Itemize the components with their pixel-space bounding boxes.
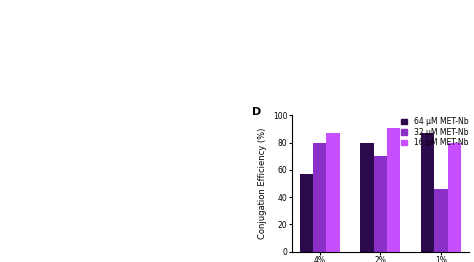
Legend: 64 μM MET-Nb, 32 μM MET-Nb, 16 μM MET-Nb: 64 μM MET-Nb, 32 μM MET-Nb, 16 μM MET-Nb [401,116,469,148]
Y-axis label: Conjugation Efficiency (%): Conjugation Efficiency (%) [258,128,267,239]
Bar [360,143,374,252]
Text: D: D [252,107,262,117]
Bar [326,133,340,252]
Bar [300,174,313,252]
Bar [374,156,387,252]
Bar [448,143,461,252]
Bar [313,143,326,252]
Bar [387,128,401,252]
Bar [435,189,448,252]
Bar [421,133,435,252]
